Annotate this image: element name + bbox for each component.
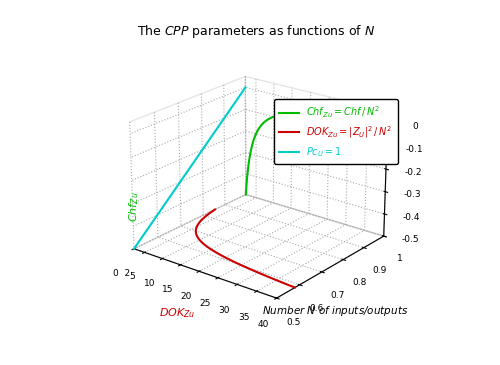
Legend: $Chf_{Zu} = Chf\,/\,N^2$, $DOK_{Zu} = |Z_U|^2\,/\,N^2$, $Pc_U = 1$: $Chf_{Zu} = Chf\,/\,N^2$, $DOK_{Zu} = |Z… [274, 99, 398, 164]
Text: $DOK_{Zu}$: $DOK_{Zu}$ [160, 307, 196, 320]
Title: The $\mathit{CPP}$ parameters as functions of $\mathit{N}$: The $\mathit{CPP}$ parameters as functio… [137, 23, 376, 41]
Text: $Chf_{Zu}$: $Chf_{Zu}$ [127, 192, 141, 222]
Text: Number $N$ of inputs/outputs: Number $N$ of inputs/outputs [262, 304, 408, 318]
